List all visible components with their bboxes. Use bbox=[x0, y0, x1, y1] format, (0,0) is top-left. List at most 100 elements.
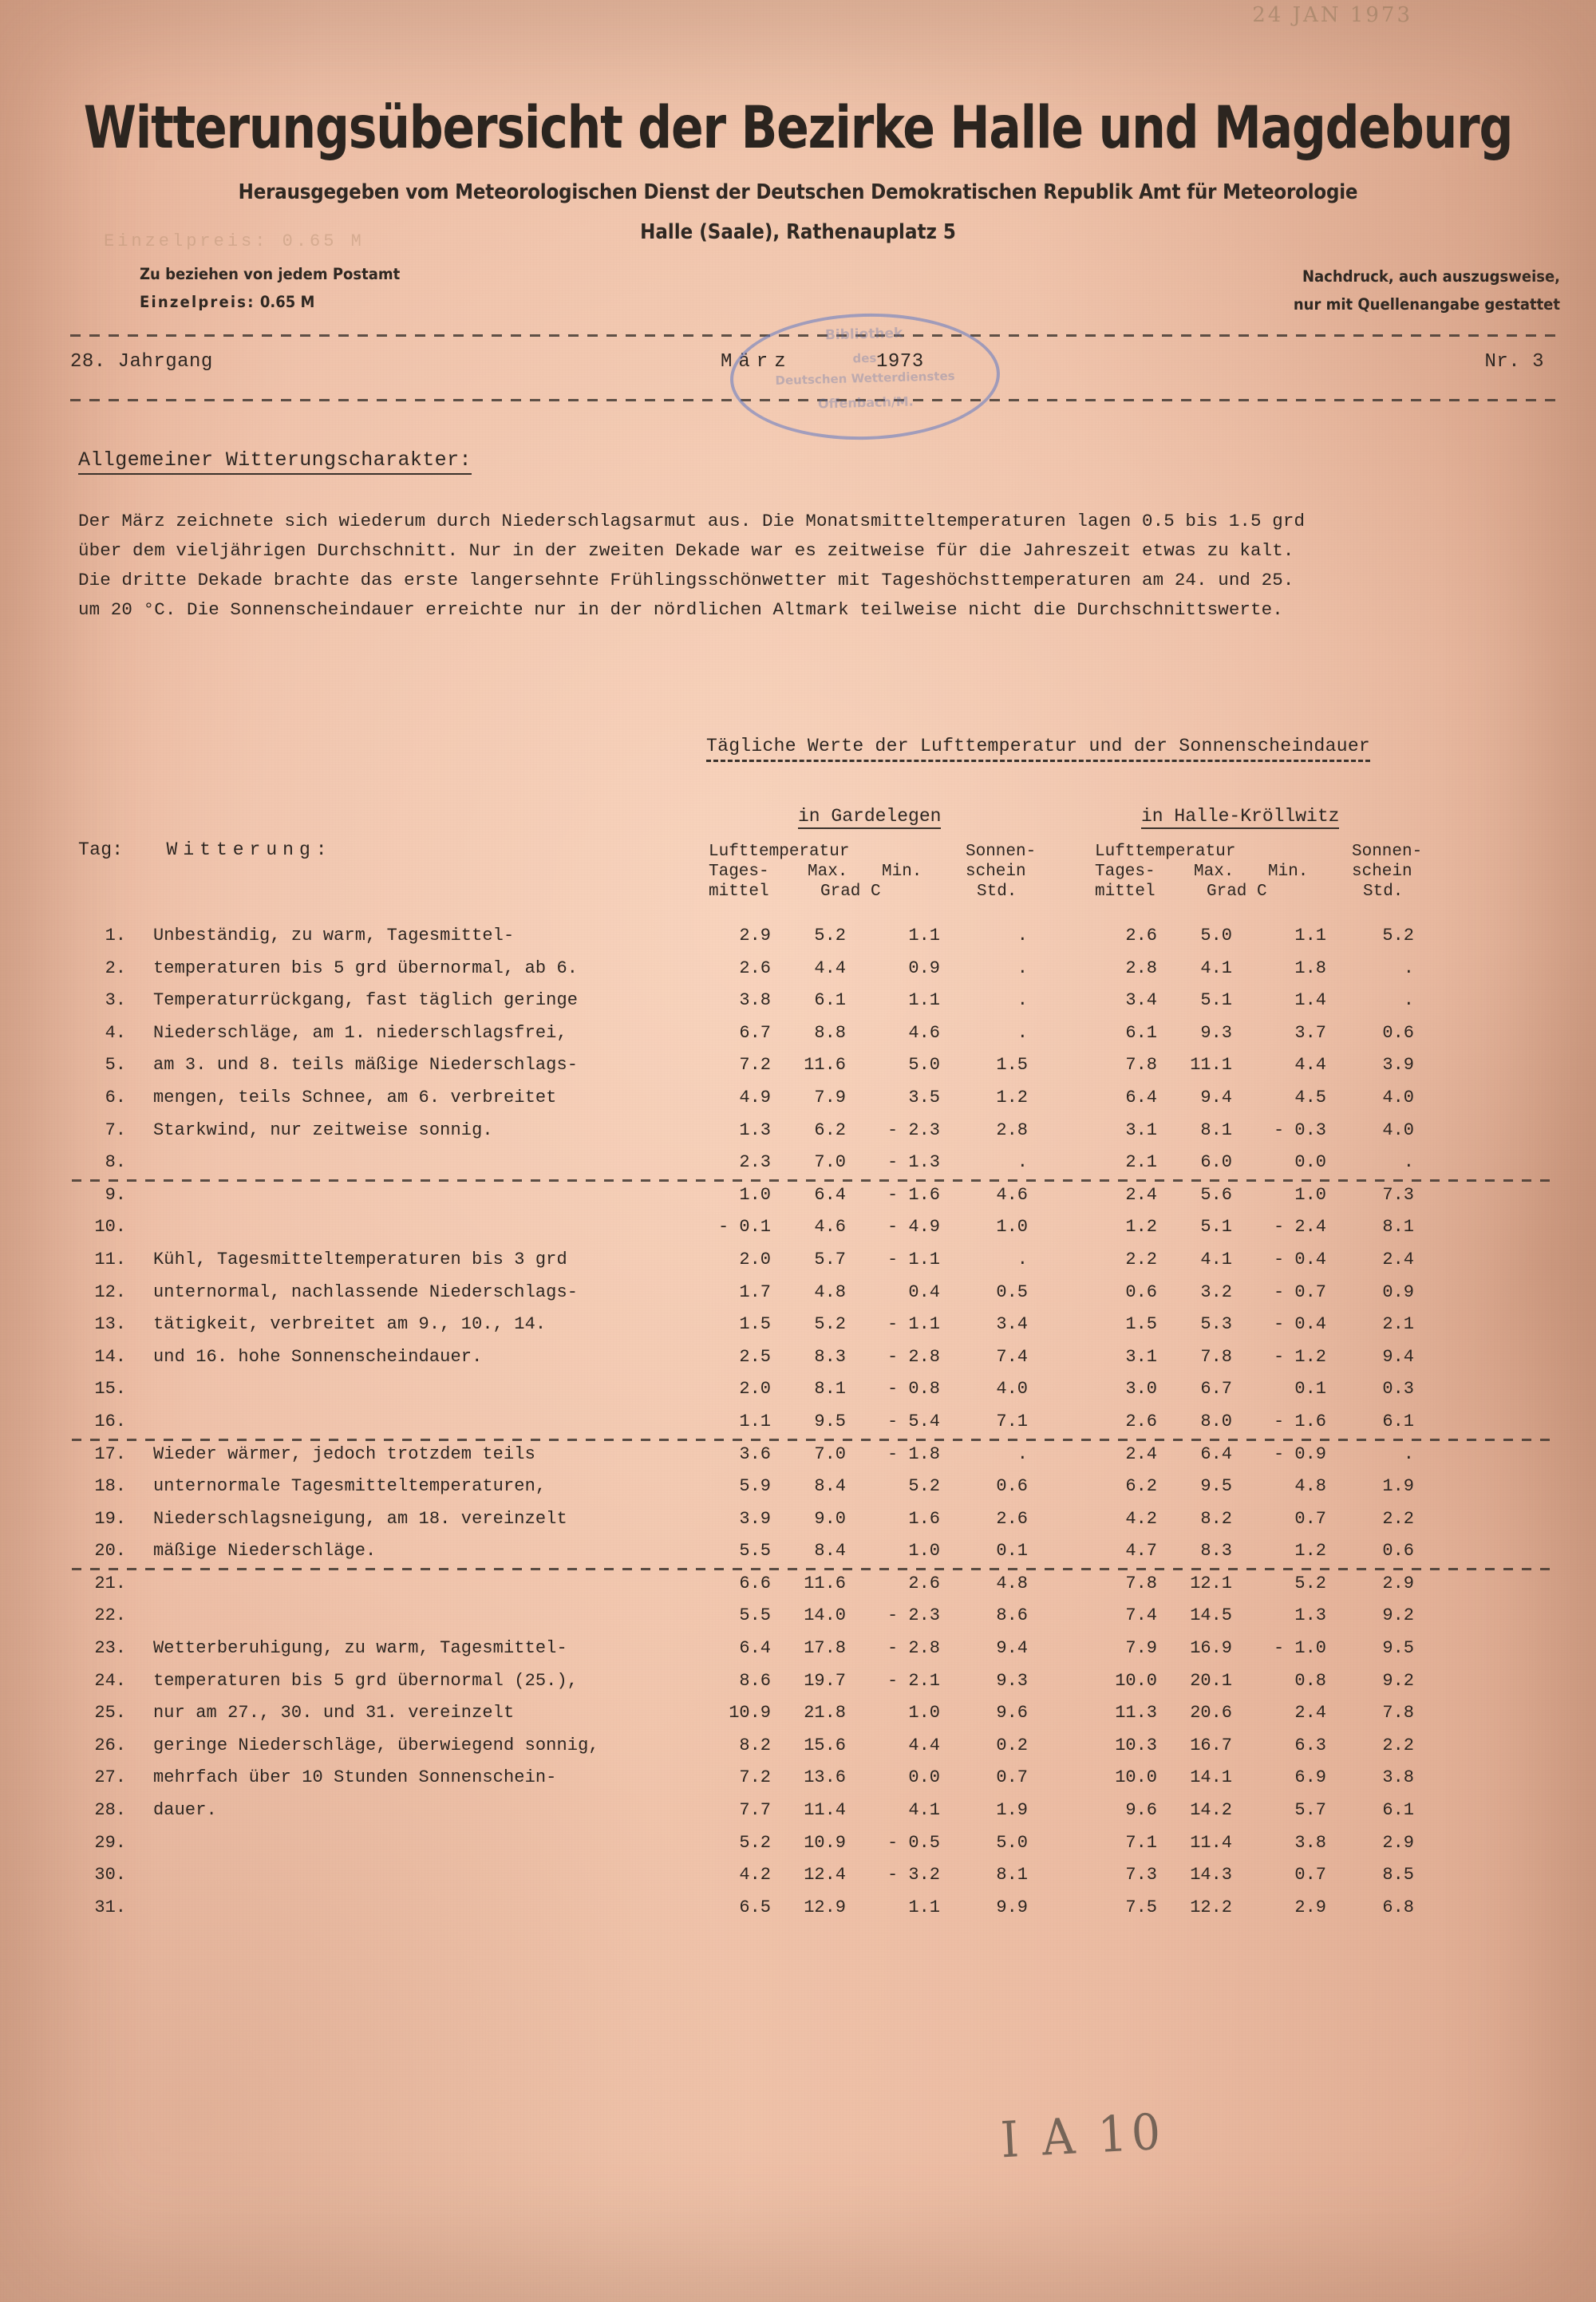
cell-gardelegen-sunshine: 8.1 bbox=[996, 1865, 1028, 1885]
cell-halle-sunshine: 1.9 bbox=[1382, 1476, 1414, 1497]
cell-gardelegen-min: 1.0 bbox=[908, 1541, 940, 1562]
group-header-sun-halle-1: Sonnen- bbox=[1352, 843, 1423, 861]
cell-halle-sunshine: 8.1 bbox=[1382, 1217, 1414, 1238]
cell-gardelegen-sunshine: 7.4 bbox=[996, 1346, 1028, 1367]
table-row: 17. Wieder wärmer, jedoch trotzdem teils 3… bbox=[0, 1444, 1596, 1477]
cell-gardelegen-mean: 2.0 bbox=[739, 1249, 771, 1269]
cell-halle-mean: 0.6 bbox=[1125, 1281, 1157, 1302]
cell-gardelegen-sunshine: 8.6 bbox=[996, 1605, 1028, 1626]
cell-gardelegen-max: 9.5 bbox=[814, 1411, 846, 1431]
cell-halle-max: 4.1 bbox=[1200, 958, 1232, 978]
subheader-unit-gardelegen: Grad C bbox=[820, 882, 881, 901]
cell-halle-mean: 2.6 bbox=[1125, 926, 1157, 946]
cell-gardelegen-mean: 1.5 bbox=[739, 1314, 771, 1335]
cell-gardelegen-mean: 2.0 bbox=[739, 1379, 771, 1400]
row-day-number: 15. bbox=[94, 1379, 126, 1400]
row-day-number: 18. bbox=[94, 1476, 126, 1497]
row-day-number: 6. bbox=[105, 1087, 126, 1108]
table-row: 11. Kühl, Tagesmitteltemperaturen bis 3 g… bbox=[0, 1250, 1596, 1282]
cell-gardelegen-mean: 2.6 bbox=[739, 958, 771, 978]
cell-halle-max: 8.3 bbox=[1200, 1541, 1232, 1562]
cell-halle-max: 6.4 bbox=[1200, 1443, 1232, 1464]
cell-halle-min: 4.5 bbox=[1294, 1087, 1326, 1108]
cell-gardelegen-sunshine: 0.5 bbox=[996, 1281, 1028, 1302]
general-summary-text: Der März zeichnete sich wiederum durch N… bbox=[78, 511, 1306, 620]
table-row: 27. mehrfach über 10 Stunden Sonnenschein… bbox=[0, 1767, 1596, 1800]
month-label: März bbox=[721, 351, 792, 373]
cell-halle-sunshine: 8.5 bbox=[1382, 1865, 1414, 1885]
row-day-number: 22. bbox=[94, 1605, 126, 1626]
cell-gardelegen-min: - 5.4 bbox=[887, 1411, 940, 1431]
cell-gardelegen-mean: 7.2 bbox=[739, 1767, 771, 1788]
cell-halle-min: 0.8 bbox=[1294, 1670, 1326, 1691]
cell-halle-min: 0.7 bbox=[1294, 1865, 1326, 1885]
cell-gardelegen-sunshine: . bbox=[1017, 1022, 1028, 1043]
cell-halle-min: - 1.0 bbox=[1273, 1638, 1326, 1659]
cell-halle-min: 1.2 bbox=[1294, 1541, 1326, 1562]
subheader-mean-halle-1: Tages- bbox=[1095, 863, 1156, 881]
table-row: 1. Unbeständig, zu warm, Tagesmittel- 2.9 5… bbox=[0, 926, 1596, 958]
cell-gardelegen-mean: 3.6 bbox=[739, 1443, 771, 1464]
cell-gardelegen-max: 11.6 bbox=[804, 1055, 846, 1076]
row-day-number: 7. bbox=[105, 1119, 126, 1140]
cell-gardelegen-sunshine: 9.9 bbox=[996, 1897, 1028, 1917]
cell-gardelegen-min: - 1.1 bbox=[887, 1249, 940, 1269]
cell-halle-min: - 1.2 bbox=[1273, 1346, 1326, 1367]
cell-gardelegen-min: 1.1 bbox=[908, 1897, 940, 1917]
cell-gardelegen-mean: 4.2 bbox=[739, 1865, 771, 1885]
cell-halle-min: - 0.4 bbox=[1273, 1249, 1326, 1269]
cell-gardelegen-min: 0.4 bbox=[908, 1281, 940, 1302]
cell-gardelegen-mean: 8.2 bbox=[739, 1735, 771, 1755]
table-row: 28. dauer. 7.7 11.4 4.1 1.9 9.6 14.2 5.7 6.1 bbox=[0, 1800, 1596, 1833]
row-day-number: 3. bbox=[105, 990, 126, 1011]
group-header-temp-halle: Lufttemperatur bbox=[1095, 843, 1236, 861]
cell-halle-mean: 10.0 bbox=[1115, 1767, 1157, 1788]
cell-gardelegen-sunshine: 1.2 bbox=[996, 1087, 1028, 1108]
cell-halle-max: 6.7 bbox=[1200, 1379, 1232, 1400]
divider-top bbox=[70, 334, 1560, 337]
row-day-number: 21. bbox=[94, 1573, 126, 1593]
cell-gardelegen-max: 7.9 bbox=[814, 1087, 846, 1108]
ghost-offset-text: Einzelpreis: 0.65 M bbox=[104, 231, 365, 251]
cell-gardelegen-min: 4.4 bbox=[908, 1735, 940, 1755]
subscription-note: Zu beziehen von jedem Postamt Einzelprei… bbox=[140, 261, 400, 317]
cell-gardelegen-max: 8.4 bbox=[814, 1541, 846, 1562]
cell-halle-max: 12.1 bbox=[1190, 1573, 1232, 1593]
cell-gardelegen-sunshine: 9.4 bbox=[996, 1638, 1028, 1659]
cell-gardelegen-max: 6.1 bbox=[814, 990, 846, 1011]
cell-gardelegen-mean: 1.7 bbox=[739, 1281, 771, 1302]
cell-halle-sunshine: 2.2 bbox=[1382, 1508, 1414, 1529]
table-row: 20. mäßige Niederschläge. 5.5 8.4 1.0 0.1 4.7 8… bbox=[0, 1541, 1596, 1573]
cell-gardelegen-sunshine: 2.8 bbox=[996, 1119, 1028, 1140]
copyright-line-1: Nachdruck, auch auszugsweise, bbox=[1302, 267, 1560, 286]
cell-gardelegen-mean: 6.7 bbox=[739, 1022, 771, 1043]
cell-halle-min: 3.7 bbox=[1294, 1022, 1326, 1043]
cell-gardelegen-sunshine: 0.1 bbox=[996, 1541, 1028, 1562]
day-column-label: Tag: bbox=[78, 839, 124, 860]
cell-gardelegen-min: - 0.8 bbox=[887, 1379, 940, 1400]
table-row: 5. am 3. und 8. teils mäßige Niederschlag… bbox=[0, 1055, 1596, 1088]
page-title: Witterungsübersicht der Bezirke Halle un… bbox=[83, 94, 1514, 163]
cell-gardelegen-max: 14.0 bbox=[804, 1605, 846, 1626]
cell-gardelegen-mean: 3.9 bbox=[739, 1508, 771, 1529]
table-row: 22. 5.5 14.0 - 2.3 8.6 7.4 14.5 1.3 9.2 bbox=[0, 1605, 1596, 1638]
table-row: 29. 5.2 10.9 - 0.5 5.0 7.1 11.4 3.8 2.9 bbox=[0, 1833, 1596, 1866]
row-day-number: 20. bbox=[94, 1541, 126, 1562]
cell-halle-mean: 7.3 bbox=[1125, 1865, 1157, 1885]
cell-gardelegen-min: - 2.8 bbox=[887, 1346, 940, 1367]
cell-halle-sunshine: 9.5 bbox=[1382, 1638, 1414, 1659]
cell-gardelegen-min: 1.0 bbox=[908, 1703, 940, 1724]
table-row: 12. unternormal, nachlassende Niederschla… bbox=[0, 1282, 1596, 1315]
cell-gardelegen-max: 12.9 bbox=[804, 1897, 846, 1917]
cell-gardelegen-max: 11.6 bbox=[804, 1573, 846, 1593]
divider-bottom bbox=[70, 399, 1560, 401]
cell-gardelegen-max: 13.6 bbox=[804, 1767, 846, 1788]
cell-gardelegen-min: 0.0 bbox=[908, 1767, 940, 1788]
cell-gardelegen-mean: 5.5 bbox=[739, 1541, 771, 1562]
cell-gardelegen-mean: 10.9 bbox=[729, 1703, 771, 1724]
data-table-body: 1. Unbeständig, zu warm, Tagesmittel- 2.9 5… bbox=[0, 926, 1596, 1929]
cell-halle-sunshine: 2.4 bbox=[1382, 1249, 1414, 1269]
cell-gardelegen-mean: 7.2 bbox=[739, 1055, 771, 1076]
date-stamp-faint: 24 JAN 1973 bbox=[1252, 3, 1412, 27]
